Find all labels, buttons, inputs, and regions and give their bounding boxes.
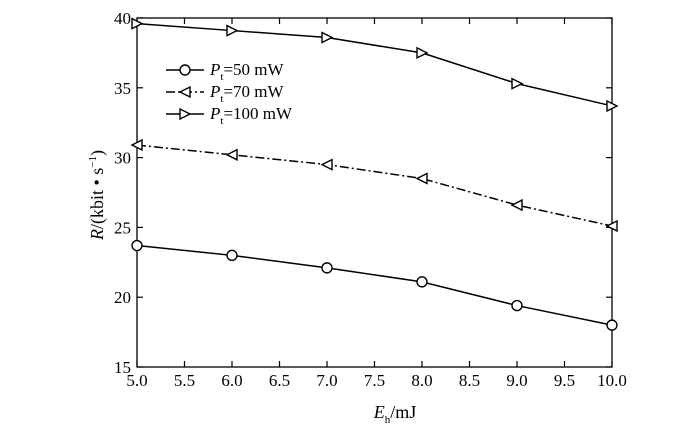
data-point-circle xyxy=(131,239,143,252)
data-point-triangle-right xyxy=(321,31,334,44)
data-point-triangle-left xyxy=(320,158,333,171)
x-tick-label: 9.5 xyxy=(554,371,575,390)
x-tick-label: 7.0 xyxy=(316,371,337,390)
y-tick-label: 35 xyxy=(114,79,131,98)
y-axis-title: R/(kbit • s−1) xyxy=(87,150,108,241)
legend-marker-triangle-right xyxy=(166,107,204,121)
y-tick-label: 25 xyxy=(114,218,131,237)
legend-entry-70mw: Pt=70 mW xyxy=(166,82,285,105)
data-point-triangle-left xyxy=(605,219,618,233)
x-tick-label: 9.0 xyxy=(506,371,527,390)
data-point-circle xyxy=(226,249,238,262)
series-triangle-left xyxy=(130,138,618,233)
x-tick-label: 6.5 xyxy=(269,371,290,390)
legend-entry-50mw: Pt=50 mW xyxy=(166,60,285,83)
legend-label-50mw: Pt=50 mW xyxy=(209,60,285,83)
data-point-triangle-right xyxy=(511,77,524,90)
x-tick-label: 5.0 xyxy=(126,371,147,390)
legend-marker-circle xyxy=(166,64,204,76)
x-tick-label: 7.5 xyxy=(364,371,385,390)
series-triangle-right xyxy=(131,17,619,113)
data-point-triangle-left xyxy=(130,138,143,152)
legend-marker-triangle-left xyxy=(166,85,204,99)
y-tick-label: 30 xyxy=(114,149,131,168)
x-tick-label: 5.5 xyxy=(174,371,195,390)
y-tick-label: 40 xyxy=(114,9,131,28)
legend: Pt=50 mW Pt=70 mW Pt=100 mW xyxy=(166,60,293,127)
legend-label-70mw: Pt=70 mW xyxy=(209,82,285,105)
legend-label-100mw: Pt=100 mW xyxy=(209,104,293,127)
data-point-triangle-right xyxy=(179,107,192,121)
data-point-triangle-right xyxy=(606,99,619,113)
data-point-triangle-right xyxy=(131,17,144,30)
y-tick-label: 20 xyxy=(114,288,131,307)
ticks: 5.0 5.5 6.0 6.5 7.0 7.5 8.0 8.5 9.0 9.5 10.0 15 20 25… xyxy=(114,9,627,390)
x-tick-label: 8.0 xyxy=(411,371,432,390)
data-point-circle xyxy=(511,299,523,312)
series-line xyxy=(136,144,613,227)
axes xyxy=(136,17,613,368)
series-line xyxy=(136,244,613,326)
data-point-triangle-right xyxy=(416,46,429,60)
series-circle xyxy=(131,239,618,331)
series xyxy=(130,17,619,331)
legend-entry-100mw: Pt=100 mW xyxy=(166,104,293,127)
y-tick-label: 15 xyxy=(114,358,131,377)
data-point-triangle-right xyxy=(226,24,239,37)
data-point-triangle-left xyxy=(415,172,428,185)
data-point-circle xyxy=(606,319,618,331)
x-axis-title: Eh/mJ xyxy=(373,402,417,426)
data-point-circle xyxy=(416,276,428,288)
data-point-triangle-left xyxy=(510,198,523,212)
data-point-circle xyxy=(179,64,191,76)
data-point-circle xyxy=(321,262,333,274)
series-line xyxy=(136,22,613,107)
x-tick-label: 6.0 xyxy=(221,371,242,390)
data-point-triangle-left xyxy=(178,85,191,99)
plot-frame xyxy=(136,17,613,368)
x-tick-label: 8.5 xyxy=(459,371,480,390)
data-point-triangle-left xyxy=(225,148,238,161)
x-tick-label: 10.0 xyxy=(597,371,627,390)
